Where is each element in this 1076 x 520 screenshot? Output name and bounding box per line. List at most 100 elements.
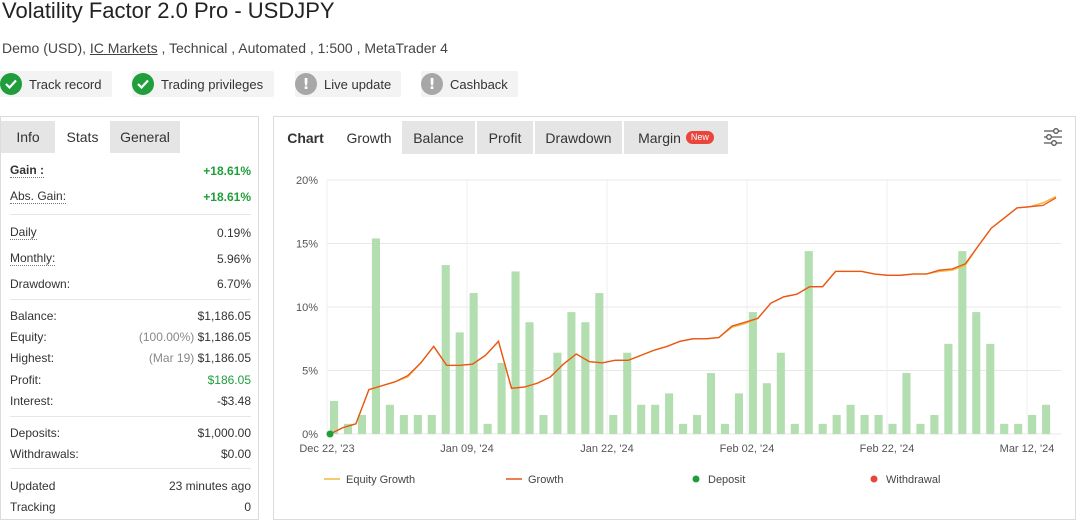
- stat-value: $0.00: [220, 447, 251, 461]
- badge-track-record[interactable]: Track record: [0, 71, 112, 97]
- bar: [888, 423, 897, 434]
- highest-date: (Mar 19): [148, 351, 195, 365]
- badge-cashback[interactable]: ! Cashback: [421, 71, 518, 97]
- growth-line: [329, 197, 1057, 435]
- y-tick-label: 10%: [296, 302, 318, 314]
- tab-growth[interactable]: Growth: [346, 129, 392, 146]
- stat-equity: Equity: (100.00%) $1,186.05: [10, 327, 251, 347]
- stat-label[interactable]: Abs. Gain:: [10, 189, 67, 204]
- stat-label: Updated: [10, 479, 56, 493]
- y-tick-label: 0%: [302, 429, 318, 441]
- divider: [10, 299, 251, 300]
- account-type: Demo (USD),: [2, 40, 90, 56]
- chart-panel: Chart Growth Balance Profit Drawdown Mar…: [273, 116, 1076, 520]
- bar: [706, 373, 716, 434]
- bar: [720, 423, 730, 434]
- divider: [10, 416, 251, 417]
- stat-label: Profit:: [10, 373, 42, 387]
- growth-chart: 0% 5% 10% 15% 20% Dec 22, '23 Jan 09, '24 Jan …: [296, 175, 1061, 486]
- bar: [427, 414, 436, 434]
- divider: [10, 468, 251, 469]
- bar: [874, 414, 883, 434]
- bar: [860, 414, 869, 434]
- stat-interest: Interest: -$3.48: [10, 391, 251, 411]
- bar: [762, 383, 771, 434]
- bar: [651, 404, 660, 434]
- stat-profit: Profit: $186.05: [10, 370, 251, 390]
- bar: [930, 414, 939, 434]
- bar: [846, 404, 855, 434]
- legend-label: Withdrawal: [886, 474, 940, 486]
- badge-label: Trading privileges: [161, 76, 264, 92]
- stat-value: $1,186.05: [197, 309, 251, 323]
- chart-bars: [330, 238, 1051, 434]
- page-title: Volatility Factor 2.0 Pro - USDJPY: [2, 0, 335, 23]
- bar: [804, 251, 813, 434]
- stat-drawdown: Drawdown: 6.70%: [10, 274, 251, 294]
- tab-margin-label: Margin: [638, 129, 681, 146]
- stat-tracking: Tracking 0: [10, 497, 251, 517]
- badge-label: Live update: [324, 76, 392, 92]
- x-tick-label: Jan 22, '24: [580, 443, 633, 455]
- stat-label[interactable]: Gain :: [10, 163, 45, 178]
- x-tick-label: Dec 22, '23: [299, 443, 354, 455]
- bar: [385, 404, 394, 434]
- stat-value: 5.96%: [216, 252, 251, 266]
- bar: [343, 423, 353, 434]
- bar: [455, 332, 464, 434]
- bar: [581, 322, 590, 434]
- new-badge: New: [685, 131, 714, 144]
- tab-info[interactable]: Info: [1, 121, 55, 153]
- bar: [902, 373, 911, 434]
- stat-label: Tracking: [10, 500, 56, 514]
- stat-value: 23 minutes ago: [168, 479, 251, 493]
- bar: [944, 343, 953, 434]
- bar: [986, 343, 995, 434]
- bar: [1000, 423, 1009, 434]
- tab-margin[interactable]: Margin New: [624, 121, 728, 154]
- badge-trading-privileges[interactable]: Trading privileges: [132, 71, 274, 97]
- stat-value: 0.19%: [216, 226, 251, 240]
- bar: [399, 414, 408, 434]
- stat-value: (Mar 19) $1,186.05: [149, 351, 251, 365]
- y-axis-ticks: 0% 5% 10% 15% 20%: [296, 175, 318, 441]
- stat-updated: Updated 23 minutes ago: [10, 476, 251, 496]
- tab-general[interactable]: General: [110, 121, 180, 153]
- tab-balance[interactable]: Balance: [402, 121, 475, 154]
- chart-settings-icon[interactable]: [1043, 127, 1063, 147]
- stat-value: (100.00%) $1,186.05: [139, 330, 251, 344]
- stat-label: Drawdown:: [10, 277, 71, 291]
- tab-stats[interactable]: Stats: [66, 129, 99, 145]
- x-tick-label: Mar 12, '24: [1000, 443, 1055, 455]
- stats-tabs: Info Stats General: [1, 117, 258, 153]
- tab-drawdown[interactable]: Drawdown: [535, 121, 622, 154]
- chart-lines: [329, 195, 1057, 435]
- stat-label[interactable]: Daily: [10, 225, 37, 240]
- check-icon: [132, 73, 154, 95]
- legend-label: Deposit: [708, 474, 745, 486]
- bar: [916, 423, 925, 434]
- tab-profit[interactable]: Profit: [477, 121, 533, 154]
- legend-label: Growth: [528, 474, 563, 486]
- x-tick-label: Feb 22, '24: [860, 443, 915, 455]
- bar: [818, 423, 827, 434]
- stat-label[interactable]: Monthly:: [10, 251, 56, 266]
- stat-value: +18.61%: [203, 164, 251, 178]
- deposit-marker: [326, 430, 334, 438]
- chart-markers: [326, 430, 334, 438]
- exclamation-icon: !: [421, 73, 443, 95]
- badge-live-update[interactable]: ! Live update: [295, 71, 401, 97]
- stat-withdrawals: Withdrawals: $0.00: [10, 444, 251, 464]
- stat-value: 6.70%: [216, 277, 251, 291]
- account-subtitle: Demo (USD), IC Markets , Technical , Aut…: [2, 40, 448, 56]
- bar: [958, 251, 967, 434]
- broker-link[interactable]: IC Markets: [89, 40, 158, 56]
- stat-highest: Highest: (Mar 19) $1,186.05: [10, 348, 251, 368]
- divider: [10, 214, 251, 215]
- badge-label: Track record: [29, 76, 102, 92]
- stat-monthly: Monthly: 5.96%: [10, 249, 251, 269]
- legend-deposit-swatch: [692, 475, 700, 483]
- x-tick-label: Jan 09, '24: [440, 443, 493, 455]
- stat-value: +18.61%: [203, 190, 251, 204]
- bar: [413, 414, 422, 434]
